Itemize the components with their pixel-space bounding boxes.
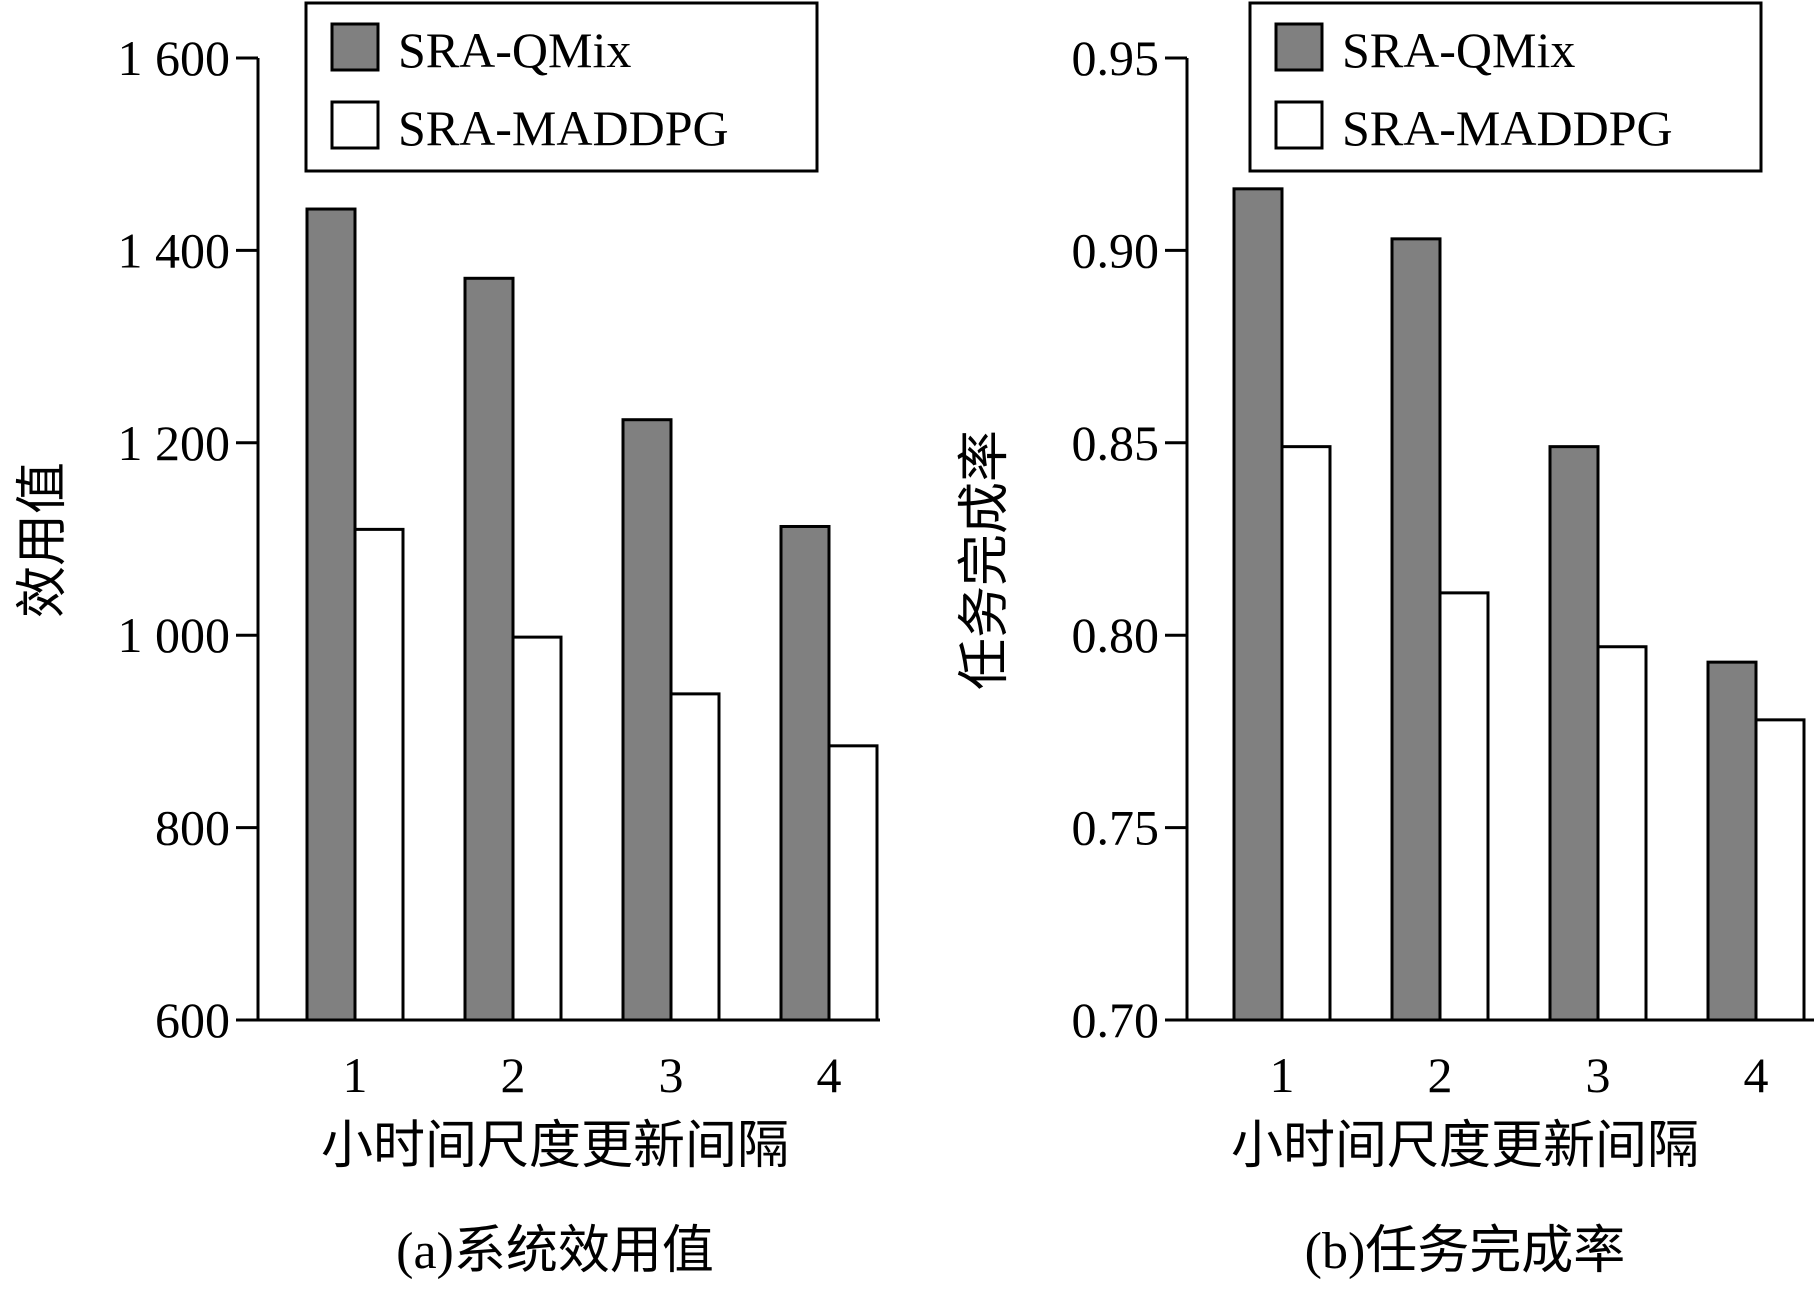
legend-b: SRA-QMix SRA-MADDPG bbox=[1248, 1, 1763, 173]
ticks-a: 1 2 3 4 600 800 1 000 1 200 1 400 1 600 bbox=[118, 30, 842, 1103]
y-tick-label-4-a: 1 400 bbox=[118, 222, 231, 278]
legend-label-maddpg-b: SRA-MADDPG bbox=[1342, 100, 1673, 156]
y-tick-label-0-a: 600 bbox=[155, 992, 230, 1048]
legend-label-maddpg-a: SRA-MADDPG bbox=[398, 100, 729, 156]
bar-qmix-1-b bbox=[1232, 187, 1284, 1022]
y-axis-label-a: 效用值 bbox=[15, 462, 72, 618]
legend-swatch-qmix-b bbox=[1274, 22, 1324, 72]
x-tick-label-3-b: 3 bbox=[1586, 1047, 1611, 1103]
legend-label-qmix-a: SRA-QMix bbox=[398, 22, 631, 78]
legend-swatch-qmix-a bbox=[330, 22, 380, 72]
y-tick-label-3-a: 1 200 bbox=[118, 415, 231, 471]
caption-a: (a)系统效用值 bbox=[396, 1223, 714, 1280]
y-tick-label-5-b: 0.95 bbox=[1072, 30, 1160, 86]
x-tick-label-3-a: 3 bbox=[659, 1047, 684, 1103]
chart-panel-a: 1 2 3 4 600 800 1 000 1 200 1 400 1 600 小时间尺度更新间隔… bbox=[15, 1, 880, 1280]
x-axis-label-b: 小时间尺度更新间隔 bbox=[1231, 1118, 1699, 1175]
x-tick-label-1-a: 1 bbox=[343, 1047, 368, 1103]
axes-b bbox=[1185, 58, 1814, 1022]
bars-b bbox=[1232, 187, 1806, 1022]
legend-swatch-maddpg-a bbox=[330, 100, 380, 150]
x-tick-label-1-b: 1 bbox=[1270, 1047, 1295, 1103]
bar-maddpg-2-a bbox=[511, 635, 563, 1022]
bar-maddpg-2-b bbox=[1438, 591, 1490, 1022]
legend-box-b bbox=[1248, 1, 1763, 173]
legend-box-a bbox=[304, 1, 819, 173]
x-tick-label-4-a: 4 bbox=[817, 1047, 842, 1103]
bar-qmix-3-a bbox=[621, 418, 673, 1022]
x-tick-label-2-a: 2 bbox=[501, 1047, 526, 1103]
x-tick-label-2-b: 2 bbox=[1428, 1047, 1453, 1103]
bars-a bbox=[305, 207, 879, 1022]
bar-qmix-3-b bbox=[1548, 445, 1600, 1022]
bar-maddpg-4-b bbox=[1754, 718, 1806, 1022]
y-tick-label-1-a: 800 bbox=[155, 800, 230, 856]
bar-maddpg-4-a bbox=[827, 744, 879, 1022]
y-tick-label-1-b: 0.75 bbox=[1072, 800, 1160, 856]
legend-swatch-maddpg-b bbox=[1274, 100, 1324, 150]
bar-qmix-2-b bbox=[1390, 237, 1442, 1022]
bar-qmix-4-a bbox=[779, 524, 831, 1022]
y-tick-label-2-b: 0.80 bbox=[1072, 607, 1160, 663]
legend-label-qmix-b: SRA-QMix bbox=[1342, 22, 1575, 78]
legend-a: SRA-QMix SRA-MADDPG bbox=[304, 1, 819, 173]
bar-maddpg-3-a bbox=[669, 692, 721, 1022]
y-axis-label-b: 任务完成率 bbox=[957, 430, 1014, 690]
ticks-b: 1 2 3 4 0.70 0.75 0.80 0.85 0.90 0.95 bbox=[1072, 30, 1769, 1103]
y-tick-label-5-a: 1 600 bbox=[118, 30, 231, 86]
x-axis-label-a: 小时间尺度更新间隔 bbox=[321, 1118, 789, 1175]
axes-a bbox=[256, 58, 880, 1022]
bar-maddpg-1-a bbox=[353, 527, 405, 1022]
bar-maddpg-3-b bbox=[1596, 645, 1648, 1022]
y-tick-label-3-b: 0.85 bbox=[1072, 415, 1160, 471]
bar-qmix-1-a bbox=[305, 207, 357, 1022]
y-tick-label-2-a: 1 000 bbox=[118, 607, 231, 663]
bar-qmix-4-b bbox=[1706, 660, 1758, 1022]
y-tick-label-0-b: 0.70 bbox=[1072, 992, 1160, 1048]
bar-maddpg-1-b bbox=[1280, 445, 1332, 1022]
x-tick-label-4-b: 4 bbox=[1744, 1047, 1769, 1103]
chart-panel-b: 1 2 3 4 0.70 0.75 0.80 0.85 0.90 0.95 小时间尺度更新间隔 任… bbox=[957, 1, 1814, 1280]
y-tick-label-4-b: 0.90 bbox=[1072, 222, 1160, 278]
bar-qmix-2-a bbox=[463, 276, 515, 1022]
caption-b: (b)任务完成率 bbox=[1305, 1223, 1626, 1280]
